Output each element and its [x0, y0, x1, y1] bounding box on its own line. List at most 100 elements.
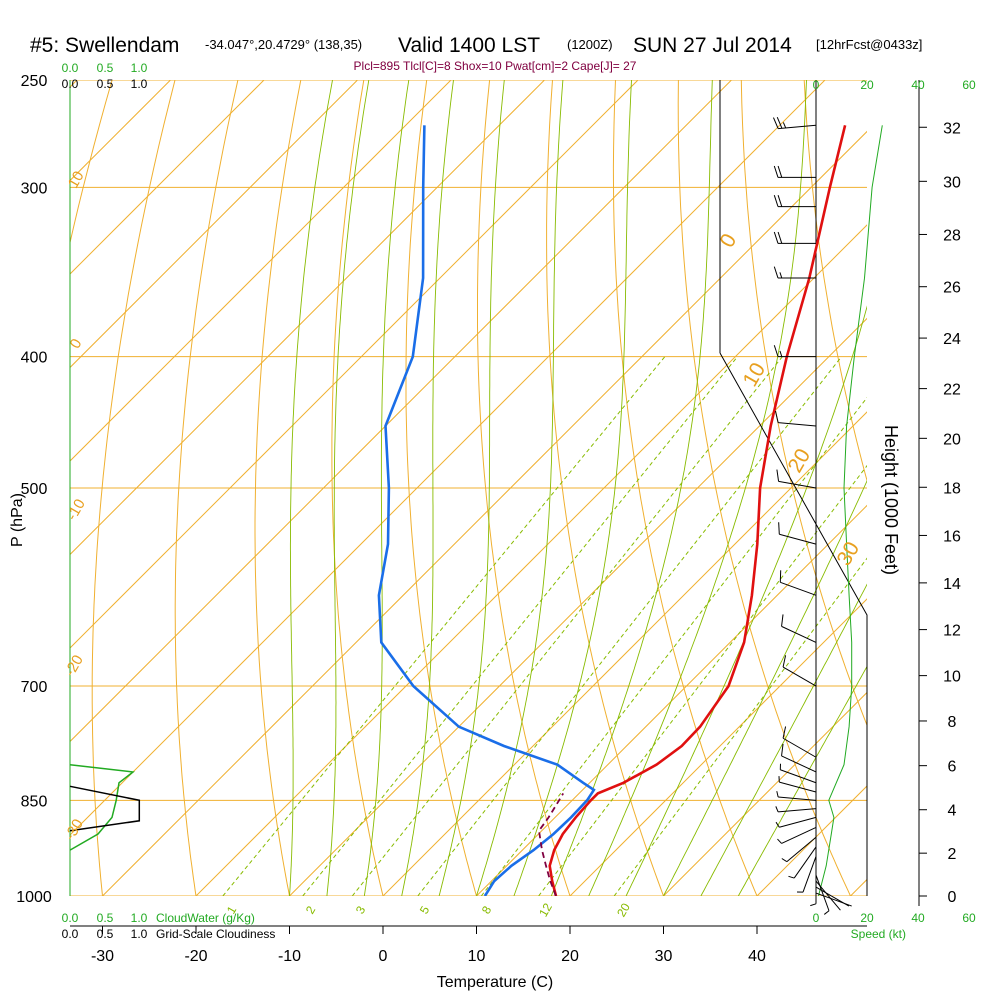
wind-barb: [779, 763, 817, 784]
cloudwater-scale-top: 0.0: [62, 61, 79, 75]
cloudiness-scale-bottom: 1.0: [131, 927, 148, 941]
isotherm-label: 0: [715, 230, 741, 252]
wind-barb-flag: [778, 522, 780, 535]
wind-barb-flag: [777, 195, 783, 207]
data-layer: [377, 124, 847, 896]
y-tick-label: 300: [21, 180, 48, 197]
moist-adiabat-26: [625, 305, 867, 896]
wind-barb-flag: [776, 469, 780, 482]
title-date: SUN 27 Jul 2014: [633, 34, 792, 57]
y-tick-label: 850: [21, 793, 48, 810]
isotherm--90: [70, 80, 358, 369]
speed-scale-bottom: 20: [860, 911, 874, 925]
wind-barb-staff: [778, 124, 817, 130]
height-tick-label: 6: [948, 759, 957, 776]
wind-barb-flag: [781, 858, 788, 863]
wind-barb-flag: [810, 903, 817, 907]
wind-barb: [775, 816, 817, 828]
wind-barb-staff: [815, 874, 830, 911]
speed-scale-top: 60: [962, 78, 976, 92]
wind-barb-flag: [823, 910, 830, 915]
wind-barb: [775, 806, 817, 813]
height-tick-label: 2: [948, 846, 957, 863]
moist-adiabat-2: [401, 80, 454, 896]
grid-layer: [70, 80, 1000, 896]
wind-barb-flag: [779, 272, 783, 279]
isotherm-10: [476, 504, 867, 896]
height-tick-label: 12: [943, 623, 961, 640]
height-tick-label: 4: [948, 803, 957, 820]
wind-barb-staff: [778, 808, 817, 813]
mixing-ratio-label: 8: [479, 903, 495, 916]
wind-barb-staff: [778, 796, 817, 801]
isotherm-label: 30: [833, 538, 865, 570]
wind-barb: [788, 846, 817, 879]
wind-barb: [776, 469, 817, 489]
x-tick-label: 10: [468, 948, 486, 965]
wind-barb-staff: [779, 781, 817, 793]
wind-barb-flag: [775, 821, 780, 828]
moist-adiabat-22: [588, 80, 807, 896]
height-tick-label: 16: [943, 528, 961, 545]
wind-barb-staff: [802, 856, 817, 893]
dry-adiabat--20: [174, 80, 239, 896]
wind-barb-flag: [776, 117, 783, 129]
x-tick-label: 40: [748, 948, 766, 965]
dry-adiabat--10: [254, 80, 302, 896]
moist-adiabat-14: [513, 80, 632, 896]
wind-barb-staff: [780, 581, 817, 596]
height-tick-label: 18: [943, 480, 961, 497]
wind-barb-staff: [779, 533, 817, 545]
x-tick-label: -20: [184, 948, 207, 965]
moist-adiabat--6: [326, 80, 370, 896]
wind-barb: [796, 856, 817, 893]
wind-barb: [774, 410, 817, 427]
title-forecast: [12hrFcst@0433z]: [816, 37, 922, 52]
mixing-ratio-label: 12: [536, 900, 555, 919]
cloudwater-label: CloudWater (g/Kg): [156, 911, 255, 925]
cloudwater-profile: [69, 763, 135, 851]
wind-barb-flag: [773, 345, 779, 357]
isotherm--100: [70, 80, 265, 275]
dry-adiabat-60: [740, 80, 867, 727]
speed-scale-top: 20: [860, 78, 874, 92]
moist-adiabat-10: [476, 80, 564, 896]
height-tick-label: 14: [943, 576, 961, 593]
cloudwater-scale-top: 0.5: [97, 61, 114, 75]
moist-adiabat--2: [363, 80, 410, 896]
isotherm--20: [195, 224, 867, 896]
y-tick-label: 700: [21, 679, 48, 696]
wind-barb-flag: [782, 122, 787, 129]
dry-adiabat-70: [803, 80, 867, 483]
title-valid: Valid 1400 LST: [398, 34, 540, 57]
wind-barb-flag: [781, 743, 784, 756]
mixing-ratio-label: 2: [303, 903, 319, 916]
isotherm-0: [382, 411, 867, 896]
cloudiness-label: Grid-Scale Cloudiness: [156, 927, 275, 941]
cloudiness-profile: [69, 785, 141, 832]
wind-barb: [773, 345, 816, 358]
height-tick-label: 32: [943, 120, 961, 137]
isotherm-30: [663, 691, 867, 896]
wind-barb-flag: [773, 195, 779, 207]
sounding-params: Plcl=895 Tlcl[C]=8 Shox=10 Pwat[cm]=2 Ca…: [354, 59, 637, 73]
wind-barb: [810, 865, 817, 907]
x-tick-label: 20: [561, 948, 579, 965]
wind-barb: [773, 231, 816, 244]
wind-barb-staff: [781, 625, 817, 643]
y-tick-label: 250: [21, 73, 48, 90]
wind-barb: [815, 874, 830, 915]
wind-barb-flag: [788, 875, 795, 879]
cloudwater-scale-bottom: 0.5: [97, 911, 114, 925]
wind-barb-staff: [780, 769, 817, 784]
height-tick-label: 8: [948, 714, 957, 731]
wind-barb: [782, 726, 817, 758]
isotherm--70: [70, 80, 545, 556]
moist-adiabat-6: [438, 80, 505, 896]
dry-adiabat-100: [993, 80, 1000, 896]
wind-barb-staff: [778, 480, 817, 489]
speed-scale-bottom: 60: [962, 911, 976, 925]
speed-scale-top: 40: [911, 78, 925, 92]
wind-barb-staff: [781, 826, 817, 844]
